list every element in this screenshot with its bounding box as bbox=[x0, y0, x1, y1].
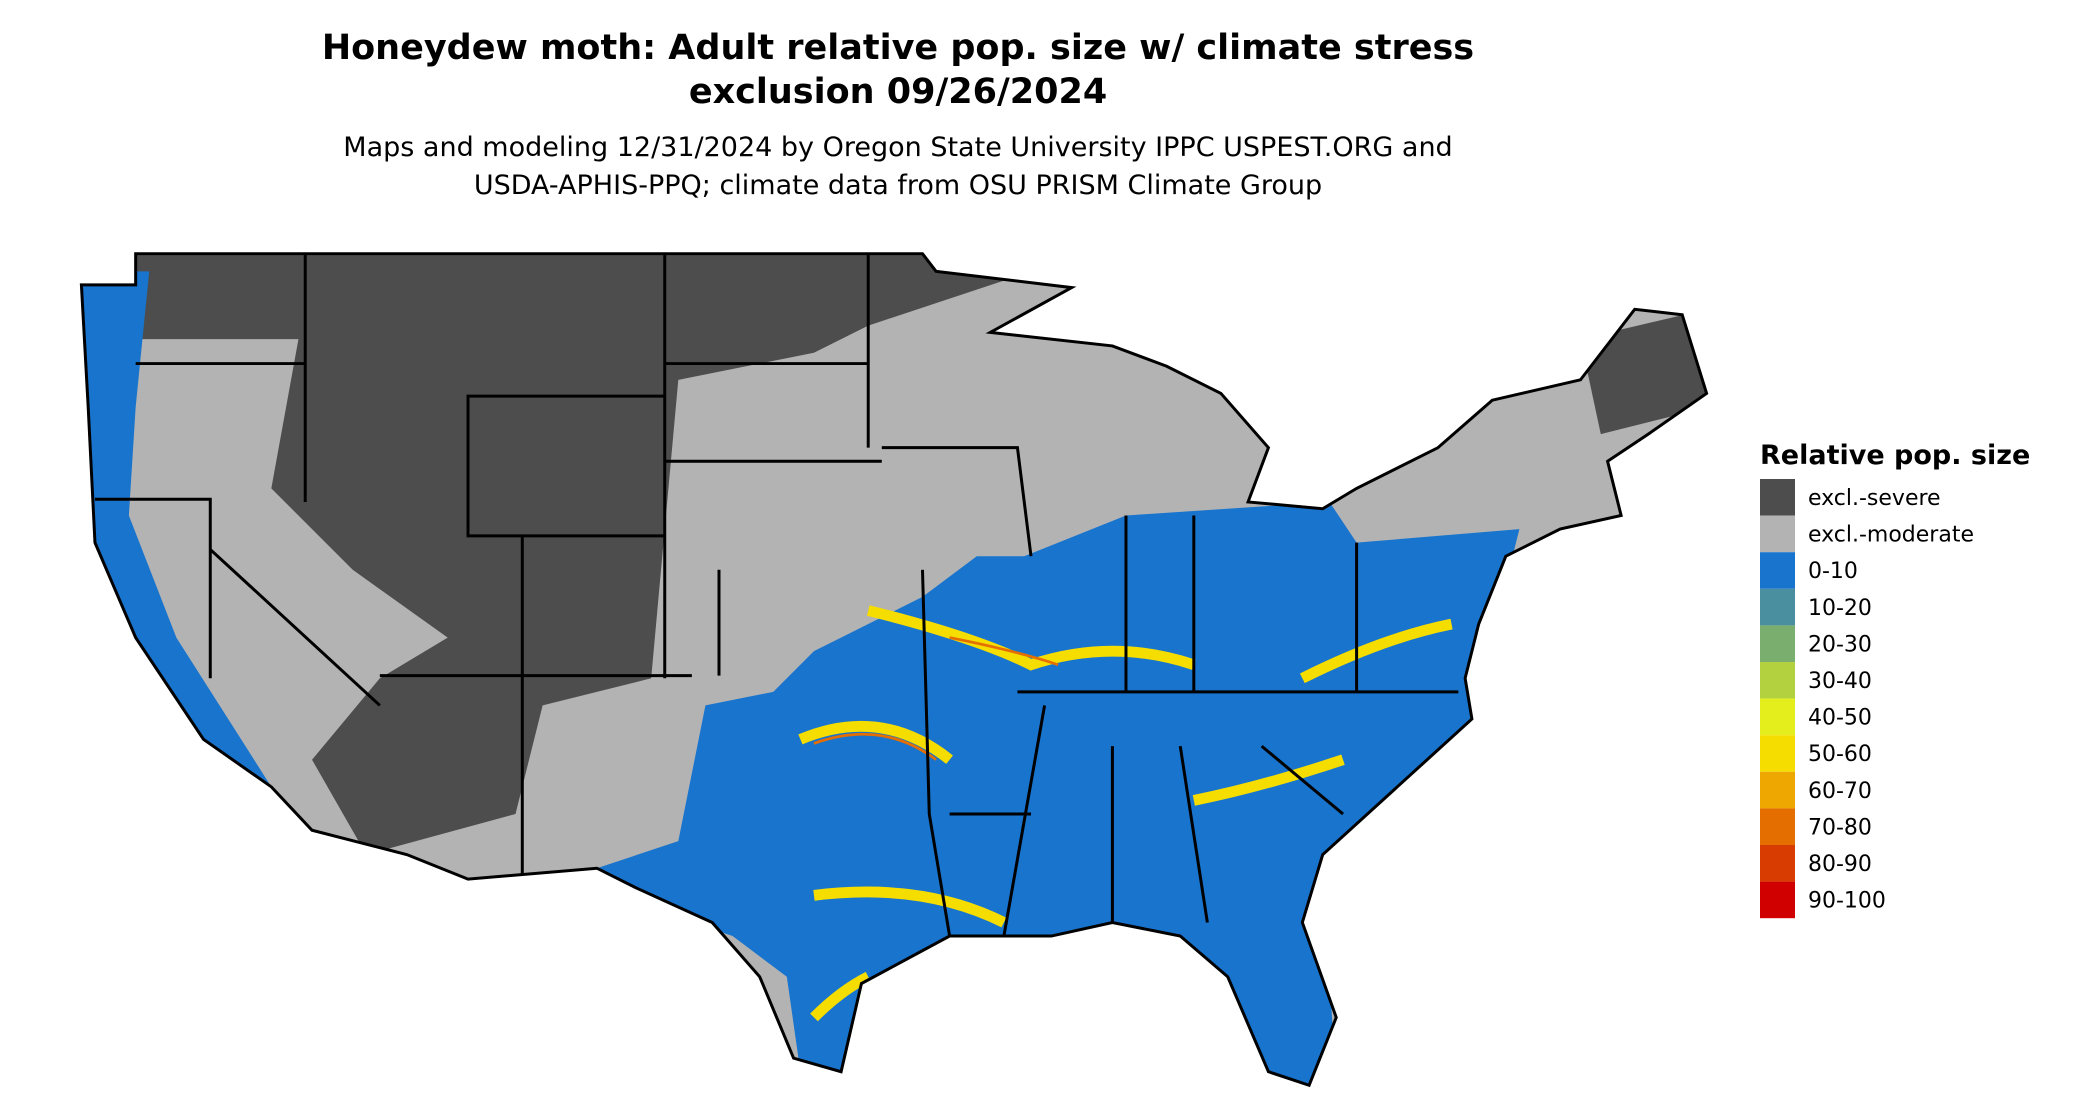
region-severe bbox=[135, 253, 1086, 855]
legend-label: 40-50 bbox=[1808, 706, 1872, 731]
region-low bbox=[596, 501, 1520, 1086]
legend-swatch bbox=[1760, 625, 1795, 662]
legend-label: 0-10 bbox=[1808, 559, 1858, 584]
legend-swatch bbox=[1760, 698, 1795, 736]
subtitle: Maps and modeling 12/31/2024 by Oregon S… bbox=[343, 132, 1452, 163]
legend-swatch bbox=[1760, 552, 1795, 589]
map bbox=[79, 252, 1709, 1088]
region-high bbox=[798, 605, 1453, 1022]
legend-swatch bbox=[1760, 515, 1795, 553]
region-high bbox=[813, 636, 1059, 761]
legend-swatch bbox=[1760, 808, 1795, 845]
legend-swatch bbox=[1760, 735, 1795, 772]
legend-swatch bbox=[1760, 881, 1795, 919]
subtitle: USDA-APHIS-PPQ; climate data from OSU PR… bbox=[474, 170, 1322, 201]
legend-label: 90-100 bbox=[1808, 889, 1886, 914]
legend-swatch bbox=[1760, 479, 1795, 516]
legend-title: Relative pop. size bbox=[1760, 440, 2030, 471]
map-fill bbox=[81, 253, 1707, 1086]
title: Honeydew moth: Adult relative pop. size … bbox=[322, 28, 1474, 68]
legend-label: 60-70 bbox=[1808, 779, 1872, 804]
region-severe bbox=[1580, 312, 1707, 435]
legend-swatch bbox=[1760, 588, 1795, 626]
title: exclusion 09/26/2024 bbox=[689, 72, 1107, 112]
legend-swatch bbox=[1760, 771, 1795, 809]
legend-label: 30-40 bbox=[1808, 669, 1872, 694]
legend-swatch bbox=[1760, 845, 1795, 882]
legend-label: 20-30 bbox=[1808, 632, 1872, 657]
state-borders bbox=[79, 252, 1709, 1088]
legend-label: excl.-severe bbox=[1808, 486, 1941, 511]
legend-label: 50-60 bbox=[1808, 742, 1872, 767]
legend: excl.-severe excl.-moderate 0-10 10-20 20-30… bbox=[1760, 479, 1974, 919]
legend-label: 70-80 bbox=[1808, 815, 1872, 840]
legend-label: excl.-moderate bbox=[1808, 523, 1974, 548]
legend-swatch bbox=[1760, 662, 1795, 699]
legend-label: 10-20 bbox=[1808, 596, 1872, 621]
legend-label: 80-90 bbox=[1808, 852, 1872, 877]
